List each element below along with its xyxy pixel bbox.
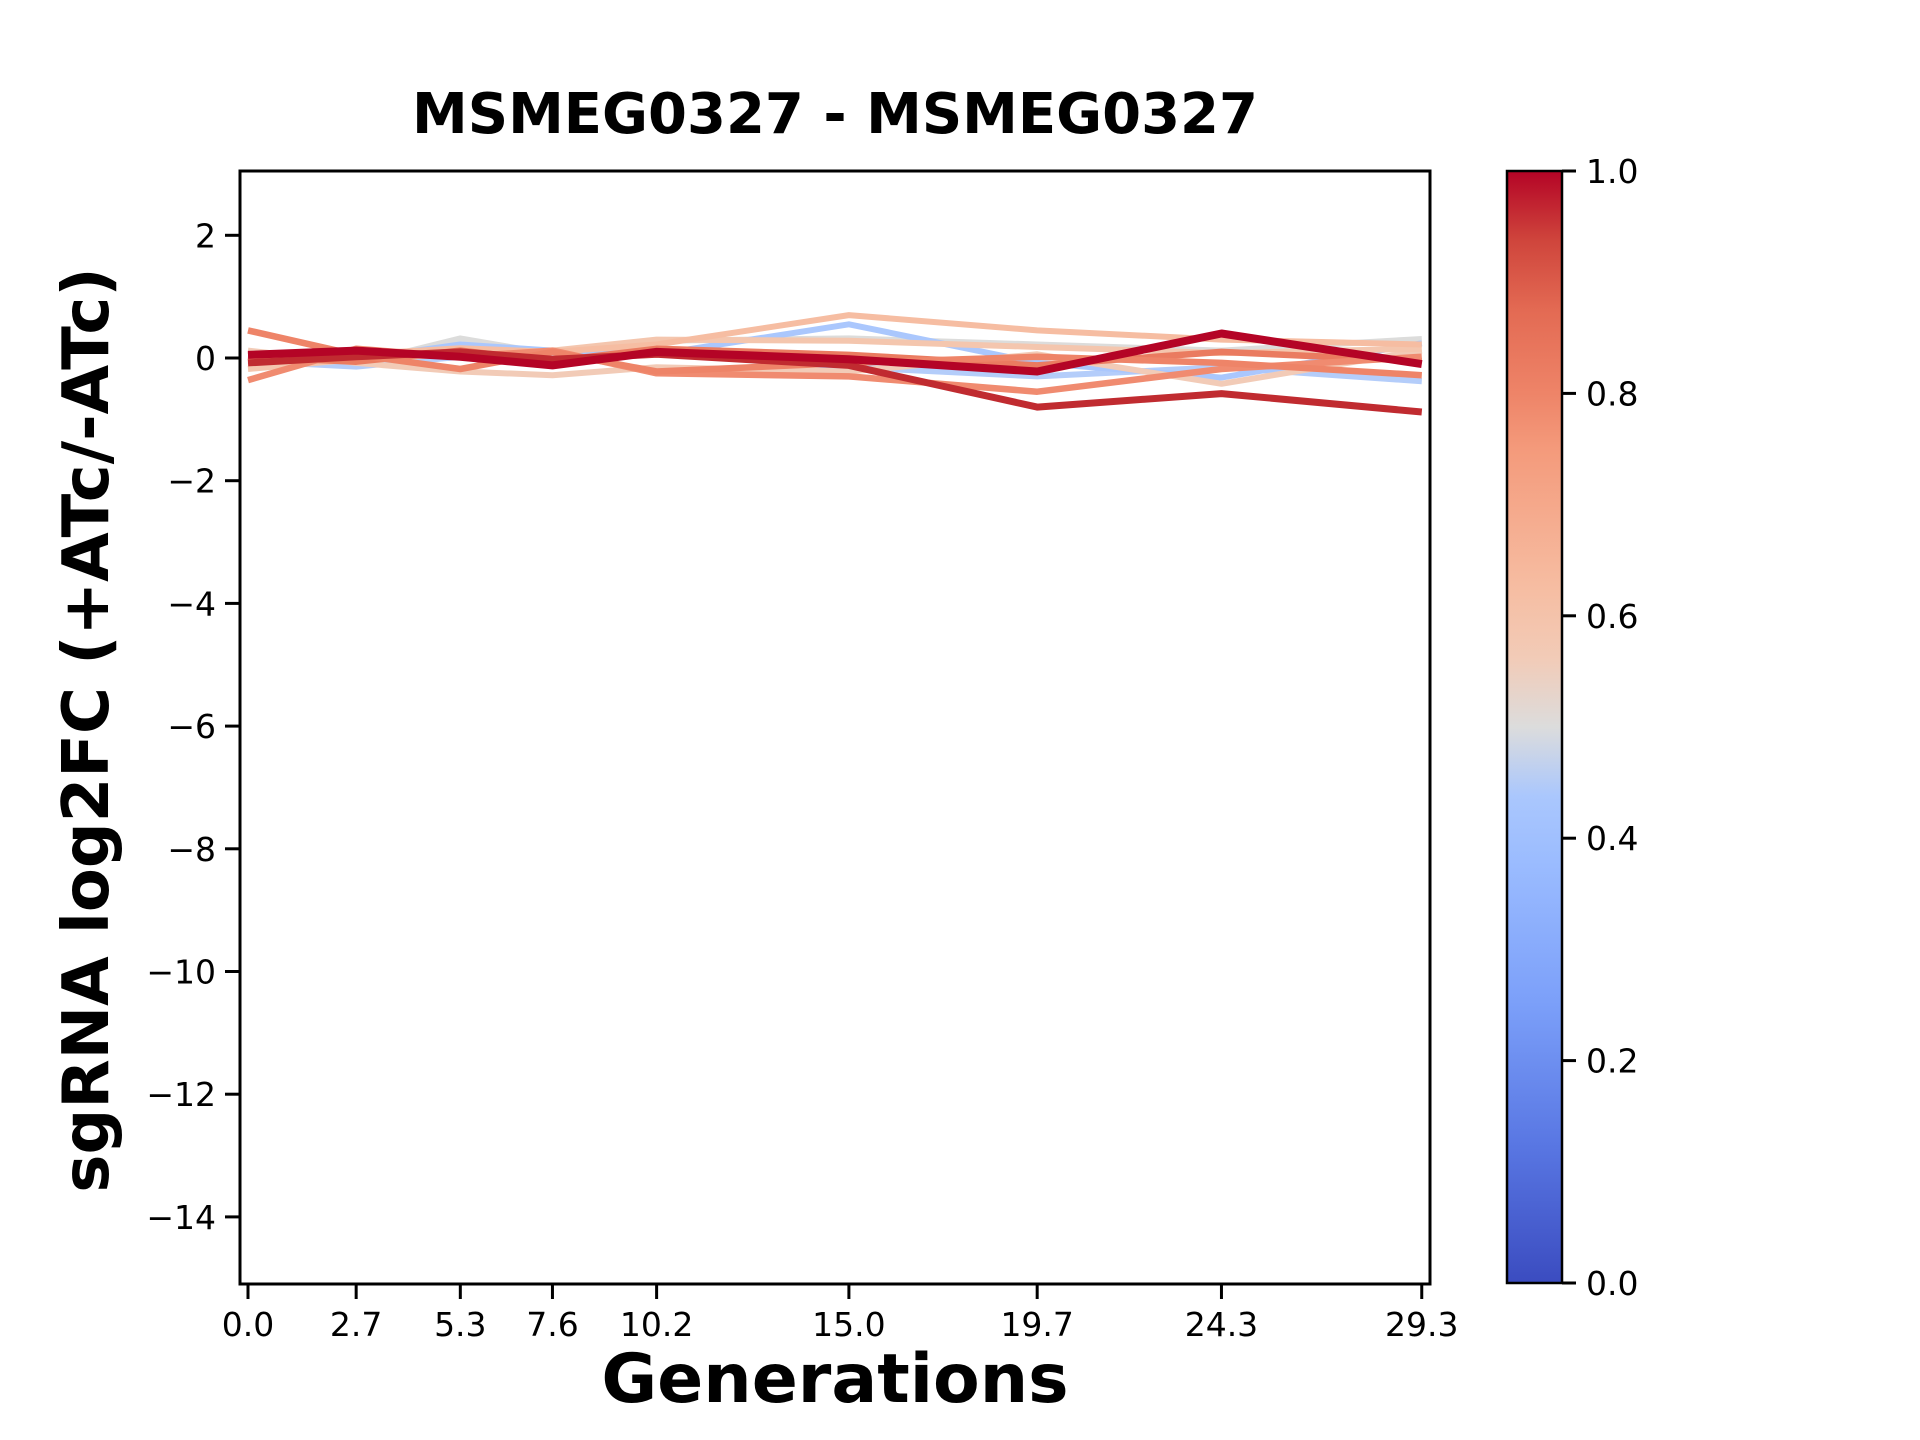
colorbar-tick-label: 0.6 [1586, 597, 1638, 636]
x-tick-label: 0.0 [222, 1305, 274, 1344]
y-tick-label: −6 [167, 707, 216, 746]
x-tick-label: 7.6 [526, 1305, 578, 1344]
y-tick-label: −4 [167, 584, 216, 623]
colorbar-tick-label: 1.0 [1586, 152, 1638, 191]
x-axis-label: Generations [601, 1340, 1069, 1419]
y-axis-label: sgRNA log2FC (+ATc/-ATc) [50, 267, 124, 1193]
series-line-sgRNA-darkred-1 [247, 329, 1423, 376]
chart-title: MSMEG0327 - MSMEG0327 [412, 82, 1258, 147]
x-tick-label: 2.7 [330, 1305, 382, 1344]
x-tick-label: 15.0 [812, 1305, 885, 1344]
series-line-sgRNA-salmon-1 [247, 327, 1422, 379]
y-tick-label: −14 [146, 1198, 216, 1237]
y-tick-label: 2 [195, 216, 216, 255]
y-tick-label: −10 [146, 953, 216, 992]
y-tick-label: −2 [167, 462, 216, 501]
y-tick-label: −12 [146, 1075, 216, 1114]
colorbar-tick-label: 0.8 [1586, 374, 1638, 413]
x-tick-label: 5.3 [434, 1305, 486, 1344]
x-tick-label: 29.3 [1385, 1305, 1458, 1344]
colorbar [1505, 169, 1564, 1285]
y-tick-label: 0 [195, 339, 216, 378]
y-tick-label: −8 [167, 830, 216, 869]
x-tick-label: 10.2 [620, 1305, 693, 1344]
x-tick-label: 24.3 [1185, 1305, 1258, 1344]
x-tick-label: 19.7 [1000, 1305, 1073, 1344]
colorbar-tick-label: 0.2 [1586, 1042, 1638, 1081]
colorbar-tick-label: 0.4 [1586, 819, 1638, 858]
colorbar-tick-label: 0.0 [1586, 1264, 1638, 1303]
